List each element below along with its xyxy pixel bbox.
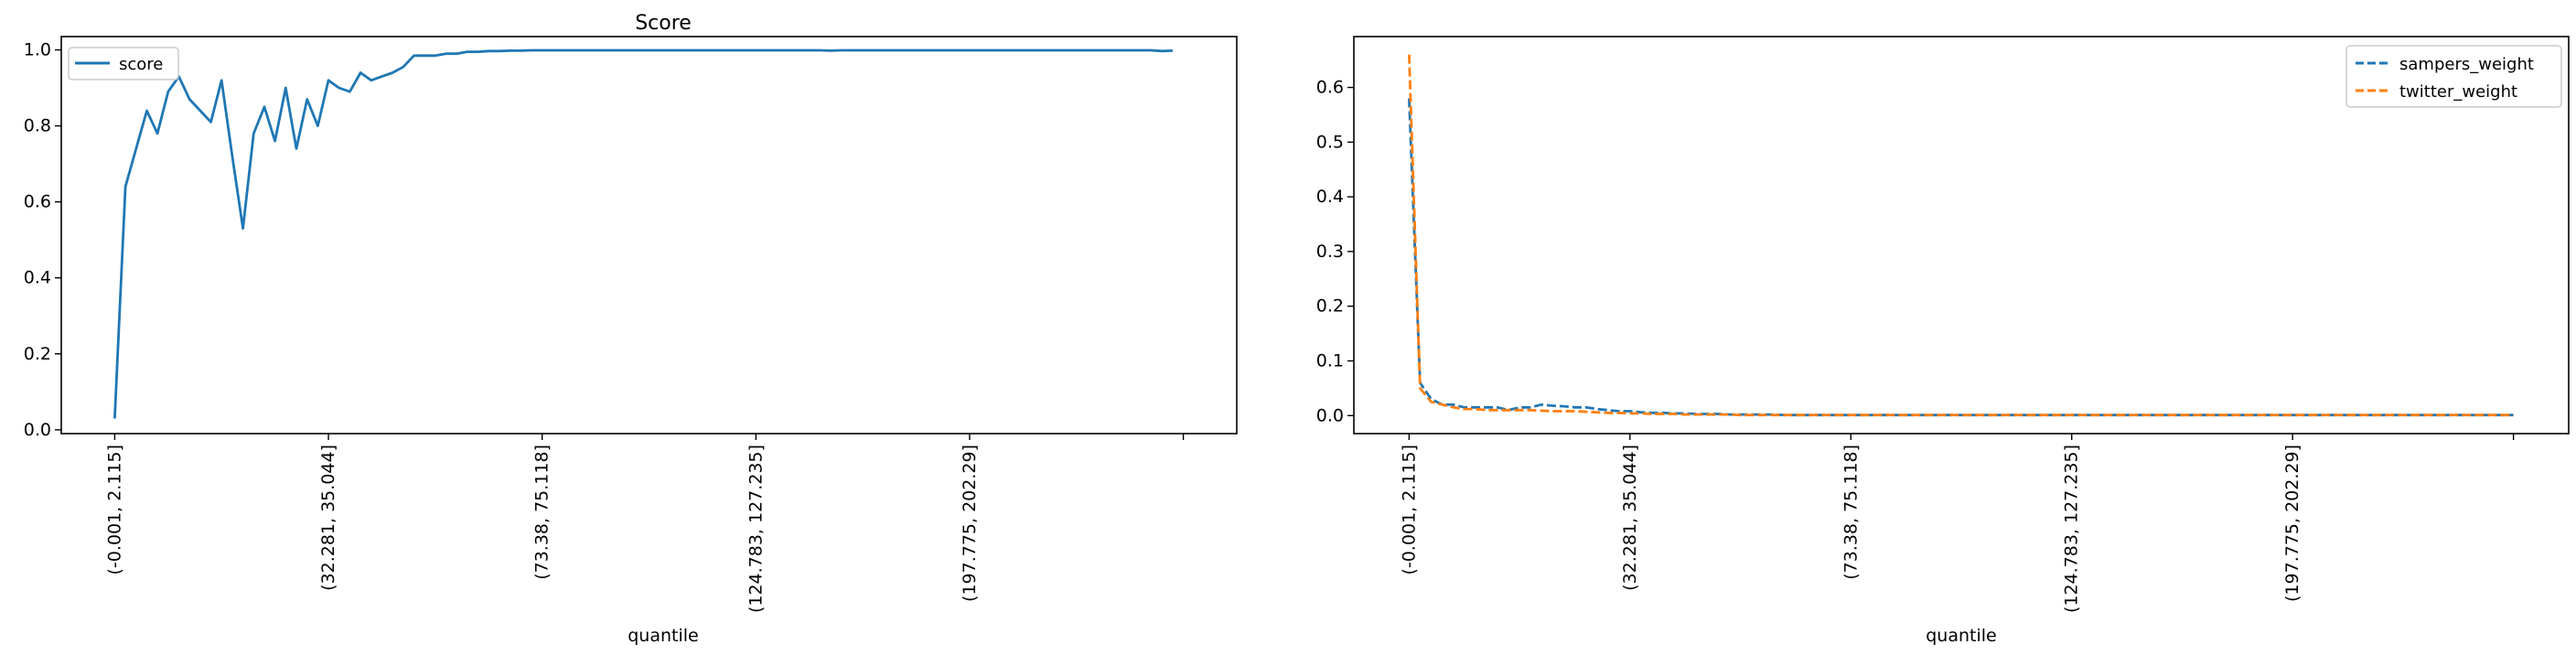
x-axis-label: quantile (1926, 626, 1996, 646)
y-tick-label: 0.0 (1316, 405, 1344, 425)
y-tick-label: 0.3 (1316, 242, 1344, 262)
weights-chart: 0.0 0.1 0.2 0.3 0.4 0.5 0.6 (-0.001, 2.115] (32… (1316, 36, 2570, 646)
axes-frame (1353, 36, 2570, 435)
legend: score (68, 47, 179, 81)
x-tick-label: (124.783, 127.235] (746, 445, 766, 613)
chart-title: Score (635, 12, 692, 35)
x-tick-label: (197.775, 202.29] (960, 445, 980, 602)
y-tick-label: 0.2 (1316, 296, 1344, 317)
y-tick-label: 0.8 (24, 116, 51, 136)
x-tick-label: (197.775, 202.29] (2282, 445, 2302, 602)
y-axis: 0.0 0.2 0.4 0.6 0.8 1.0 (24, 40, 61, 440)
legend: sampers_weight twitter_weight (2345, 45, 2562, 108)
y-tick-label: 0.5 (1316, 132, 1344, 152)
x-axis: (-0.001, 2.115] (32.281, 35.044] (73.38, 7… (1399, 434, 2515, 613)
score-plot-area (113, 48, 1173, 419)
y-tick-label: 0.6 (24, 192, 51, 212)
x-tick-label: (32.281, 35.044] (1620, 445, 1640, 591)
x-tick-label: (124.783, 127.235] (2062, 445, 2082, 613)
y-tick-label: 0.4 (24, 268, 51, 288)
score-chart: Score 0.0 0.2 0.4 0.6 0.8 1.0 (-0.001, 2.115]… (24, 12, 1238, 646)
y-tick-label: 1.0 (24, 40, 51, 60)
y-axis: 0.0 0.1 0.2 0.3 0.4 0.5 0.6 (1316, 78, 1354, 425)
legend-label-twitter-weight: twitter_weight (2399, 82, 2517, 102)
legend-frame (68, 47, 179, 81)
legend-frame (2345, 45, 2562, 108)
x-tick-label: (-0.001, 2.115] (104, 445, 124, 575)
y-tick-label: 0.6 (1316, 78, 1344, 98)
y-tick-label: 0.0 (24, 420, 51, 440)
y-tick-label: 0.2 (24, 344, 51, 364)
series-line-twitter-weight (1408, 54, 2514, 417)
y-tick-label: 0.1 (1316, 350, 1344, 370)
x-tick-label: (73.38, 75.118] (532, 445, 553, 580)
series-line-score (113, 48, 1173, 419)
y-tick-label: 0.4 (1316, 187, 1344, 207)
weights-plot-area (1408, 54, 2514, 417)
legend-label-sampers-weight: sampers_weight (2399, 55, 2534, 74)
legend-label-score: score (119, 55, 163, 74)
x-axis-label: quantile (628, 626, 698, 646)
axes-frame (60, 36, 1238, 435)
x-axis: (-0.001, 2.115] (32.281, 35.044] (73.38, 7… (104, 434, 1185, 613)
x-tick-label: (32.281, 35.044] (318, 445, 338, 591)
x-tick-label: (73.38, 75.118] (1841, 445, 1861, 580)
x-tick-label: (-0.001, 2.115] (1399, 445, 1419, 575)
